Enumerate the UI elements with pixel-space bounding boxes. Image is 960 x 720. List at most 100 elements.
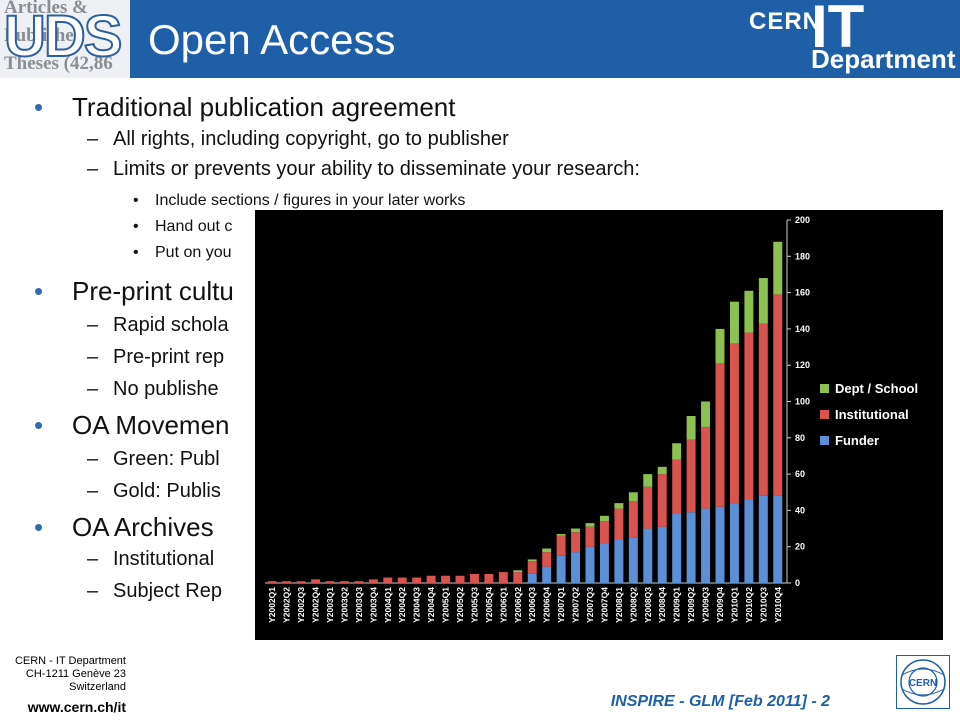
bar-segment-funder [729,503,739,583]
legend-label: Dept / School [835,381,918,396]
bar-segment-funder [585,546,595,583]
legend-swatch [820,410,829,419]
uds-logo-bg-line: Theses (42,86 [4,53,113,74]
x-tick-label: Y2006Q2 [513,587,523,623]
bar-segment-institutional [744,332,754,500]
bar-segment-dept-school [773,241,783,295]
bar-segment-institutional [701,426,711,509]
bar-segment-dept-school [614,503,624,509]
bar-segment-institutional [426,575,436,583]
x-tick-label: Y2002Q1 [267,587,277,623]
x-tick-label: Y2004Q4 [426,587,436,623]
bar-segment-funder [643,528,653,583]
y-tick-label: 180 [795,251,810,261]
sub-sub-bullet: Put on you [133,244,231,262]
bar-segment-institutional [672,459,682,515]
bar-segment-institutional [585,526,595,547]
legend-label: Funder [835,433,879,448]
bar-segment-institutional [513,572,523,583]
bar-segment-institutional [383,577,393,583]
x-tick-label: Y2008Q4 [657,587,667,623]
bar-segment-funder [672,514,682,583]
department-logo-word: Department [811,44,956,74]
x-tick-label: Y2003Q3 [354,587,364,623]
bar-segment-institutional [643,486,653,529]
x-tick-label: Y2005Q1 [441,587,451,623]
legend-label: Institutional [835,407,909,422]
bar-segment-institutional [469,573,479,583]
x-tick-label: Y2007Q2 [571,587,581,623]
x-tick-label: Y2007Q4 [599,587,609,623]
x-tick-label: Y2005Q3 [469,587,479,623]
bar-segment-funder [571,552,581,583]
x-tick-label: Y2003Q1 [325,587,335,623]
y-tick-label: 40 [795,505,805,515]
x-tick-label: Y2004Q3 [412,587,422,623]
bar-segment-dept-school [744,290,754,333]
bullet-oa-movement: OA Movemen [34,410,229,441]
bar-segment-funder [542,566,552,583]
footer-url: www.cern.ch/it [27,699,126,715]
bar-segment-institutional [542,552,552,567]
y-tick-label: 100 [795,397,810,407]
x-tick-label: Y2009Q2 [686,587,696,623]
bar-segment-dept-school [542,548,552,553]
bar-segment-institutional [773,294,783,496]
sub-bullet: Subject Rep [87,580,222,603]
x-tick-label: Y2010Q2 [744,587,754,623]
bar-segment-institutional [325,581,335,583]
cern-round-logo-icon: CERN [896,655,950,709]
y-tick-label: 0 [795,578,800,588]
x-tick-label: Y2009Q3 [701,587,711,623]
bar-segment-institutional [628,501,638,538]
x-tick-label: Y2004Q1 [383,587,393,623]
legend-swatch [820,436,829,445]
footer-org-line: CERN - IT Department [14,655,126,667]
uds-logo-bg-line: Articles & [4,0,88,18]
footer-organization: CERN - IT Department CH-1211 Genève 23 S… [15,655,126,694]
bar-segment-institutional [686,439,696,513]
x-tick-label: Y2008Q3 [643,587,653,623]
bar-segment-funder [614,539,624,583]
bar-segment-institutional [556,535,566,556]
x-tick-label: Y2006Q4 [542,587,552,623]
sub-bullet: Green: Publ [87,448,220,471]
chart-svg: 0 20 40 60 80 100 120 140 160 180 200 Y2002Q1 Y2002Q… [265,215,918,623]
bar-segment-dept-school [556,533,566,536]
slide-title: Open Access [148,16,396,63]
bar-segment-dept-school [643,474,653,487]
bar-segment-institutional [498,572,508,583]
bar-segment-institutional [441,575,451,583]
bar-segment-funder [628,537,638,583]
oa-mandates-chart: 0 20 40 60 80 100 120 140 160 180 200 Y2002Q1 Y2002Q… [255,210,943,640]
bullet-pre-print-culture: Pre-print cultu [34,276,234,307]
bar-segment-dept-school [657,466,667,475]
y-tick-label: 20 [795,542,805,552]
footer-org-line: Switzerland [69,681,126,693]
sub-bullet: Institutional [87,548,214,571]
x-tick-label: Y2003Q4 [368,587,378,623]
sub-bullet: Pre-print rep [87,346,224,369]
bar-segment-dept-school [628,492,638,502]
legend-swatch [820,384,829,393]
uds-logo-text: UDS [3,3,123,70]
x-tick-label: Y2002Q3 [296,587,306,623]
x-tick-label: Y2010Q1 [729,587,739,623]
bar-segment-institutional [368,579,378,583]
bar-segment-institutional [267,581,277,583]
x-tick-label: Y2003Q2 [339,587,349,623]
bar-segment-institutional [311,579,321,583]
bar-segment-dept-school [758,278,768,324]
svg-text:CERN: CERN [909,678,937,689]
x-tick-label: Y2008Q1 [614,587,624,623]
x-tick-label: Y2009Q4 [715,587,725,623]
uds-logo: Articles & Published Theses (42,86 UDS [0,0,130,78]
x-tick-label: Y2009Q1 [672,587,682,623]
sub-bullet: Limits or prevents your ability to disse… [87,158,640,181]
bar-segment-funder [758,495,768,583]
bullet-traditional-publication: Traditional publication agreement [34,92,455,123]
x-tick-label: Y2005Q4 [484,587,494,623]
bar-segment-institutional [484,573,494,583]
x-tick-label: Y2004Q2 [397,587,407,623]
y-tick-label: 160 [795,288,810,298]
